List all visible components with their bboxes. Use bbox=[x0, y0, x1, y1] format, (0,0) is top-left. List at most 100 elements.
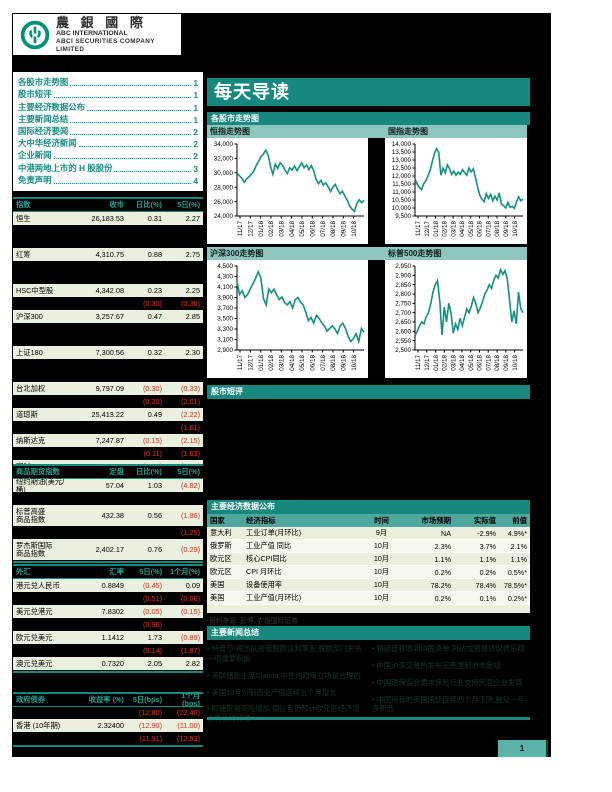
svg-text:08/18: 08/18 bbox=[494, 221, 501, 237]
toc-item[interactable]: 主要经济数据公布 1 bbox=[18, 100, 198, 113]
econ-table-cell: 0.1% bbox=[479, 593, 496, 603]
svg-text:24,000: 24,000 bbox=[214, 213, 234, 220]
econ-table-cell: 美国 bbox=[210, 593, 225, 602]
econ-table-cell: 10月 bbox=[373, 554, 390, 563]
econ-table-cell: 0.2% bbox=[434, 567, 451, 577]
table-cell: (22.40) bbox=[176, 708, 200, 718]
news-item: • 中国沪深交易所发布完善强制退市新规 bbox=[372, 661, 530, 671]
index-table: 指数 收市 日比(%) 5日(%) 恒生 26,183.53 0.31 2.27 红筹 4,310… bbox=[13, 197, 203, 488]
svg-text:02/18: 02/18 bbox=[442, 221, 449, 237]
toc-item[interactable]: 国际经济要闻 2 bbox=[18, 125, 198, 137]
svg-text:11,000: 11,000 bbox=[392, 189, 411, 196]
table-cell: 日比(%) bbox=[136, 467, 162, 477]
toc-label: 国际经济要闻 bbox=[18, 125, 69, 136]
svg-text:05/18: 05/18 bbox=[468, 355, 475, 371]
econ-table-cell: CPI 月环比 bbox=[246, 567, 282, 576]
econ-table-cell: 俄罗斯 bbox=[210, 541, 232, 550]
table-cell: 4,342.08 bbox=[95, 285, 124, 295]
table-cell: (0.96) bbox=[142, 620, 162, 630]
table-cell: 2.25 bbox=[185, 285, 200, 295]
toc-page-number: 1 bbox=[193, 102, 198, 113]
econ-table-cell: NA bbox=[441, 528, 451, 538]
toc-item[interactable]: 免责声明 4 bbox=[18, 174, 198, 186]
toc-item[interactable]: 企业新闻 2 bbox=[18, 149, 198, 161]
bottom-rule bbox=[207, 717, 530, 720]
table-cell: 标普高盛 商品指数 bbox=[16, 506, 46, 524]
econ-table-cell: 核心CPI同比 bbox=[246, 554, 287, 563]
chart-title-hsi: 恒指走势图 bbox=[210, 127, 250, 136]
toc-leader-dots bbox=[53, 182, 192, 184]
svg-text:05/18: 05/18 bbox=[468, 221, 475, 237]
toc-leader-dots bbox=[70, 121, 192, 123]
svg-text:2,650: 2,650 bbox=[395, 319, 411, 326]
table-cell: 0.49 bbox=[147, 409, 162, 419]
econ-table-cell: 美国 bbox=[210, 580, 225, 589]
table-cell: 2.85 bbox=[185, 311, 200, 321]
econ-table-cell: 78.2% bbox=[430, 580, 451, 590]
market-comment-body bbox=[207, 399, 530, 499]
econ-table-cell: 0.2%* bbox=[507, 593, 527, 603]
bullet-icon: • bbox=[372, 677, 375, 687]
table-cell: 7.8302 bbox=[101, 606, 124, 616]
table-header-row: 商品期货指数 定盘 日比(%) 5日(%) bbox=[13, 466, 203, 479]
bullet-icon: • bbox=[207, 644, 210, 653]
toc-item[interactable]: 中港两地上市的 H 股股份 3 bbox=[18, 161, 198, 174]
toc-item[interactable]: 各股市走势图 1 bbox=[18, 76, 198, 88]
svg-text:10/18: 10/18 bbox=[351, 221, 358, 237]
chart-title-csi300: 沪深300走势图 bbox=[210, 249, 264, 258]
hsi-chart: 34,000 32,000 30,000 28,000 26,000 24,000 11/1… bbox=[207, 138, 368, 244]
hscei-chart: 14,000 13,500 13,000 12,500 12,000 11,500 11,0… bbox=[385, 138, 527, 244]
table-cell: 57.04 bbox=[105, 480, 124, 490]
svg-text:13,000: 13,000 bbox=[392, 157, 412, 164]
table-cell: (0.51) bbox=[142, 594, 162, 604]
toc-leader-dots bbox=[87, 109, 192, 111]
svg-text:2,800: 2,800 bbox=[395, 291, 411, 298]
bullet-icon: • bbox=[372, 660, 375, 670]
toc-item[interactable]: 大中华经济新闻 2 bbox=[18, 137, 198, 149]
econ-table-row: 美国 工业产值(月环比) 10月 0.2% 0.1% 0.2%* bbox=[207, 592, 530, 605]
table-cell: 0.8849 bbox=[101, 580, 124, 590]
table-cell: 7,300.56 bbox=[95, 347, 124, 357]
svg-text:2,600: 2,600 bbox=[395, 329, 411, 336]
econ-table-tail bbox=[207, 605, 530, 613]
svg-text:3,100: 3,100 bbox=[217, 337, 233, 344]
daily-digest-header: 每天导读 bbox=[207, 78, 530, 106]
toc-leader-dots bbox=[53, 97, 192, 99]
table-header-row: 政府债券 收益率 (%) 5日(bps) 1个月(bps) bbox=[13, 692, 203, 707]
table-cell: (0.20) bbox=[142, 397, 162, 407]
econ-table-cell: 0.5%* bbox=[507, 567, 527, 577]
table-cell: 2.32400 bbox=[97, 720, 124, 730]
svg-text:08/18: 08/18 bbox=[494, 355, 501, 371]
toc-item[interactable]: 股市短评 1 bbox=[18, 88, 198, 100]
table-cell: (1.87) bbox=[180, 646, 200, 656]
toc-label: 中港两地上市的 H 股股份 bbox=[18, 162, 113, 173]
logo-name-english: ABC INTERNATIONAL bbox=[56, 29, 128, 37]
table-cell: (0.11) bbox=[143, 449, 162, 459]
line-chart-svg: 14,00013,50013,00012,50012,00011,50011,0… bbox=[392, 141, 524, 237]
svg-text:09/18: 09/18 bbox=[340, 355, 347, 371]
svg-text:3,700: 3,700 bbox=[217, 305, 233, 312]
table-cell: 25,413.22 bbox=[91, 409, 124, 419]
svg-text:14,000: 14,000 bbox=[392, 141, 412, 148]
table-cell: (11.00) bbox=[177, 720, 200, 730]
svg-text:12/17: 12/17 bbox=[424, 221, 431, 237]
econ-table-cell: -2.9% bbox=[477, 528, 496, 538]
table-cell: (0.36) bbox=[180, 299, 200, 309]
svg-text:05/18: 05/18 bbox=[299, 221, 306, 237]
table-row: (0.96) bbox=[13, 619, 203, 631]
toc-item[interactable]: 主要新闻总结 1 bbox=[18, 113, 198, 125]
table-row bbox=[13, 324, 203, 346]
chart-series-line bbox=[414, 147, 524, 210]
table-cell: 2.30 bbox=[185, 347, 200, 357]
table-row: (11.91) (12.93) bbox=[13, 733, 203, 745]
svg-text:07/18: 07/18 bbox=[320, 355, 327, 371]
chart-titles-row2: 沪深300走势图 标普500走势图 bbox=[207, 247, 527, 260]
table-cell: (0.14) bbox=[142, 646, 162, 656]
table-cell: (0.30) bbox=[142, 383, 162, 393]
svg-text:13,500: 13,500 bbox=[392, 149, 412, 156]
table-row: 欧元兑美元 1.1412 1.73 (0.89) bbox=[13, 631, 203, 645]
svg-text:04/18: 04/18 bbox=[289, 355, 296, 371]
table-cell: 2.75 bbox=[185, 249, 200, 259]
toc-page-number: 4 bbox=[193, 175, 198, 186]
table-row: 红筹 4,310.75 0.88 2.75 bbox=[13, 248, 203, 262]
